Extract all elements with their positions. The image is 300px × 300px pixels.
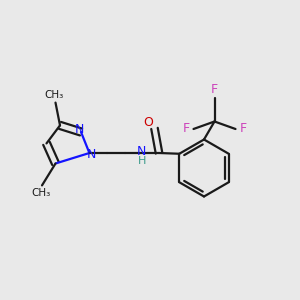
- Text: N: N: [87, 148, 97, 161]
- Text: H: H: [137, 155, 146, 166]
- Text: F: F: [211, 83, 218, 97]
- Text: F: F: [239, 122, 247, 135]
- Text: N: N: [136, 145, 146, 158]
- Text: CH₃: CH₃: [44, 90, 64, 100]
- Text: F: F: [182, 122, 190, 135]
- Text: N: N: [75, 123, 84, 136]
- Text: O: O: [143, 116, 153, 129]
- Text: CH₃: CH₃: [31, 188, 50, 198]
